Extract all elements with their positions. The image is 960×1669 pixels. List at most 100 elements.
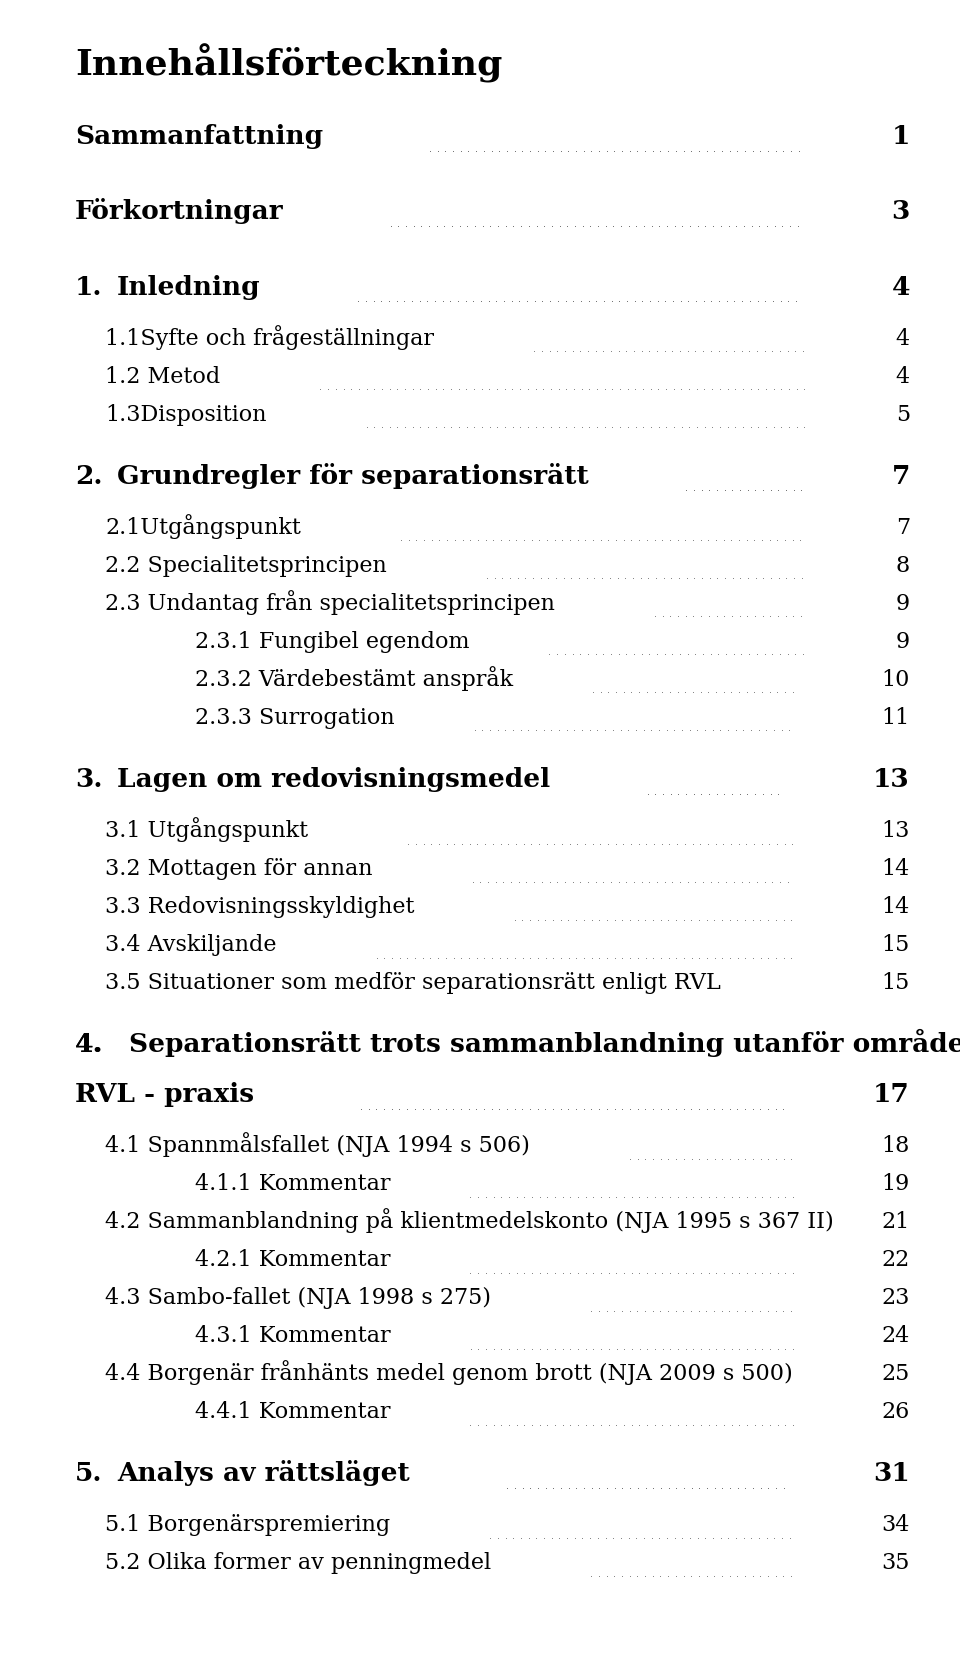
Point	[568, 1475, 584, 1502]
Point	[574, 414, 589, 441]
Point	[530, 1475, 545, 1502]
Point	[724, 1183, 739, 1210]
Point	[499, 945, 515, 971]
Point	[440, 527, 455, 554]
Point	[785, 1260, 801, 1287]
Point	[629, 212, 644, 239]
Point	[720, 414, 735, 441]
Text: 35: 35	[881, 1552, 910, 1574]
Point	[701, 1183, 716, 1210]
Point	[647, 1260, 662, 1287]
Point	[591, 1095, 607, 1122]
Point	[793, 603, 808, 629]
Point	[474, 376, 490, 402]
Point	[717, 477, 732, 504]
Point	[495, 868, 511, 895]
Point	[756, 337, 772, 364]
Point	[684, 1562, 699, 1589]
Point	[576, 1475, 591, 1502]
Point	[536, 414, 551, 441]
Point	[622, 906, 637, 933]
Point	[524, 527, 540, 554]
Point	[660, 1475, 676, 1502]
Point	[745, 1145, 760, 1172]
Point	[768, 1297, 783, 1324]
Point	[715, 829, 731, 856]
Point	[686, 781, 702, 808]
Point	[688, 289, 704, 315]
Point	[644, 212, 660, 239]
Point	[547, 1335, 563, 1362]
Point	[763, 781, 779, 808]
Point	[716, 527, 732, 554]
Point	[716, 1335, 732, 1362]
Point	[530, 1095, 545, 1122]
Point	[672, 868, 687, 895]
Point	[590, 1525, 606, 1552]
Text: 3.: 3.	[75, 768, 103, 793]
Point	[755, 679, 770, 706]
Point	[453, 137, 468, 164]
Point	[717, 566, 732, 592]
Point	[651, 718, 666, 744]
Point	[764, 641, 780, 668]
Point	[662, 1335, 678, 1362]
Point	[732, 679, 747, 706]
Point	[601, 1183, 616, 1210]
Point	[351, 376, 367, 402]
Point	[756, 781, 771, 808]
Point	[655, 1183, 670, 1210]
Point	[631, 829, 646, 856]
Point	[533, 566, 548, 592]
Point	[479, 566, 494, 592]
Point	[763, 477, 779, 504]
Point	[762, 527, 778, 554]
Point	[797, 376, 812, 402]
Point	[657, 337, 672, 364]
Point	[685, 1183, 701, 1210]
Point	[526, 868, 541, 895]
Point	[520, 718, 536, 744]
Point	[632, 679, 647, 706]
Text: 7: 7	[892, 464, 910, 489]
Point	[482, 414, 497, 441]
Point	[722, 1297, 737, 1324]
Point	[484, 945, 499, 971]
Point	[783, 1297, 799, 1324]
Point	[601, 1335, 616, 1362]
Point	[662, 1260, 678, 1287]
Point	[645, 1475, 660, 1502]
Point	[555, 1412, 570, 1439]
Point	[762, 603, 778, 629]
Point	[452, 212, 468, 239]
Point	[614, 945, 630, 971]
Point	[668, 1475, 684, 1502]
Point	[710, 868, 726, 895]
Point	[595, 641, 611, 668]
Point	[415, 1095, 430, 1122]
Point	[785, 527, 801, 554]
Point	[762, 1183, 778, 1210]
Point	[724, 603, 739, 629]
Point	[639, 527, 655, 554]
Point	[491, 1525, 506, 1552]
Point	[547, 1260, 563, 1287]
Point	[684, 137, 699, 164]
Point	[575, 1525, 590, 1552]
Point	[547, 1183, 563, 1210]
Point	[662, 1412, 678, 1439]
Point	[450, 289, 466, 315]
Point	[647, 1335, 662, 1362]
Point	[476, 137, 492, 164]
Point	[776, 137, 791, 164]
Point	[492, 829, 508, 856]
Point	[707, 945, 722, 971]
Text: 4.4 Borgenär frånhänts medel genom brott (NJA 2009 s 500): 4.4 Borgenär frånhänts medel genom brott…	[105, 1360, 793, 1385]
Point	[694, 566, 709, 592]
Text: 2.3.1 Fungibel egendom: 2.3.1 Fungibel egendom	[195, 631, 469, 653]
Point	[781, 414, 797, 441]
Point	[622, 1095, 637, 1122]
Point	[655, 1412, 670, 1439]
Point	[444, 212, 460, 239]
Point	[641, 337, 657, 364]
